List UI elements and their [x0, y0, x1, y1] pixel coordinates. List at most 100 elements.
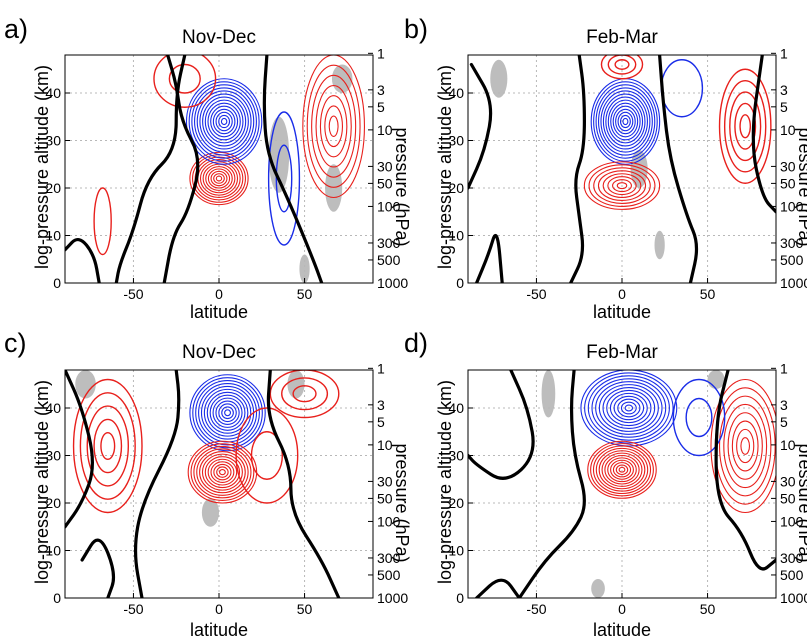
- negative-contour: [595, 84, 656, 159]
- shaded-region: [75, 370, 96, 399]
- positive-contour: [595, 447, 649, 492]
- y-tick-label: 40: [45, 400, 61, 416]
- y2-tick-label: 50: [780, 490, 796, 506]
- y2-tick-label: 500: [780, 567, 804, 583]
- negative-contour: [598, 384, 659, 432]
- x-axis-label: latitude: [190, 302, 248, 322]
- x-axis-label: latitude: [190, 620, 248, 640]
- positive-contour: [72, 378, 143, 514]
- shaded-region: [287, 370, 305, 399]
- positive-contour: [588, 164, 656, 207]
- positive-contour: [598, 450, 646, 490]
- y-tick-label: 10: [45, 228, 61, 244]
- y-tick-label: 30: [45, 448, 61, 464]
- negative-contour: [609, 392, 648, 424]
- positive-contour: [86, 405, 130, 487]
- negative-contour: [185, 78, 263, 165]
- positive-contour: [612, 462, 632, 478]
- y2-tick-label: 300: [780, 550, 804, 566]
- x-tick-label: 50: [297, 601, 313, 617]
- y-tick-label: 40: [448, 400, 464, 416]
- negative-contour: [220, 117, 228, 126]
- y2-tick-label: 5: [377, 99, 385, 115]
- y2-tick-label: 10: [377, 437, 393, 453]
- negative-contour: [602, 386, 656, 430]
- negative-contour: [620, 401, 637, 415]
- positive-contour: [727, 412, 763, 480]
- negative-contour: [192, 377, 263, 449]
- positive-contour: [93, 187, 112, 256]
- x-tick-label: 50: [700, 286, 716, 302]
- zero-contour: [262, 55, 324, 283]
- negative-contour: [624, 404, 634, 412]
- positive-contour: [216, 466, 229, 478]
- y2-tick-label: 1: [377, 360, 385, 376]
- y2-tick-label: 300: [780, 235, 804, 251]
- negative-contour: [203, 388, 252, 437]
- y-tick-label: 0: [53, 590, 61, 606]
- negative-contour: [607, 99, 644, 144]
- positive-contour: [235, 407, 299, 504]
- y-tick-label: 0: [53, 275, 61, 291]
- shaded-region: [325, 164, 343, 212]
- zero-contour: [569, 55, 587, 283]
- positive-contour: [207, 458, 238, 486]
- positive-contour: [79, 392, 136, 500]
- zero-contour: [517, 370, 586, 598]
- negative-contour: [195, 380, 260, 446]
- positive-contour: [204, 456, 241, 489]
- y2-tick-label: 1000: [377, 590, 408, 606]
- zero-contour: [475, 578, 521, 598]
- negative-contour: [617, 111, 634, 132]
- positive-contour: [593, 167, 651, 204]
- negative-contour: [597, 87, 653, 156]
- negative-contour: [212, 397, 243, 428]
- positive-contour: [281, 377, 329, 411]
- panel-title: Nov-Dec: [182, 342, 256, 363]
- positive-contour: [210, 170, 228, 187]
- y2-tick-label: 3: [377, 82, 385, 98]
- y-tick-label: 0: [456, 275, 464, 291]
- x-tick-label: -50: [526, 286, 546, 302]
- shaded-region: [541, 370, 556, 418]
- y2-tick-label: 30: [377, 473, 393, 489]
- positive-contour: [723, 403, 768, 489]
- shaded-region: [490, 59, 508, 98]
- positive-contour: [153, 55, 217, 108]
- positive-contour: [618, 466, 626, 473]
- positive-contour: [718, 395, 772, 497]
- negative-contour: [580, 370, 678, 447]
- y2-tick-label: 5: [377, 414, 385, 430]
- negative-contour: [593, 81, 658, 162]
- y-tick-label: 20: [448, 495, 464, 511]
- y-tick-label: 20: [45, 180, 61, 196]
- y2-tick-label: 100: [780, 198, 804, 214]
- negative-contour: [622, 117, 629, 126]
- negative-contour: [199, 93, 249, 150]
- positive-contour: [93, 418, 123, 474]
- negative-contour: [587, 375, 670, 441]
- positive-contour: [199, 450, 246, 494]
- positive-contour: [602, 173, 642, 199]
- positive-contour: [729, 91, 762, 162]
- y-axis-label: log-pressure altitude (km): [32, 65, 52, 269]
- zero-contour: [658, 55, 699, 283]
- positive-contour: [610, 459, 634, 480]
- positive-contour: [616, 182, 628, 190]
- x-tick-label: 0: [215, 601, 223, 617]
- negative-contour: [600, 90, 651, 153]
- x-tick-label: 0: [618, 286, 626, 302]
- positive-contour: [207, 168, 231, 189]
- positive-contour: [328, 115, 339, 137]
- y2-axis-label: pressure (hPa): [795, 127, 807, 246]
- positive-contour: [587, 440, 657, 499]
- y2-tick-label: 1: [377, 45, 385, 61]
- shaded-region: [201, 498, 219, 527]
- y-tick-label: 30: [448, 448, 464, 464]
- panel-title: Feb-Mar: [586, 27, 658, 48]
- y2-tick-label: 1: [780, 45, 788, 61]
- shaded-region: [299, 254, 310, 283]
- positive-contour: [193, 445, 252, 499]
- panel-c: c) Nov-Dec latitude log-pressure altitud…: [4, 328, 412, 640]
- positive-contour: [592, 445, 652, 495]
